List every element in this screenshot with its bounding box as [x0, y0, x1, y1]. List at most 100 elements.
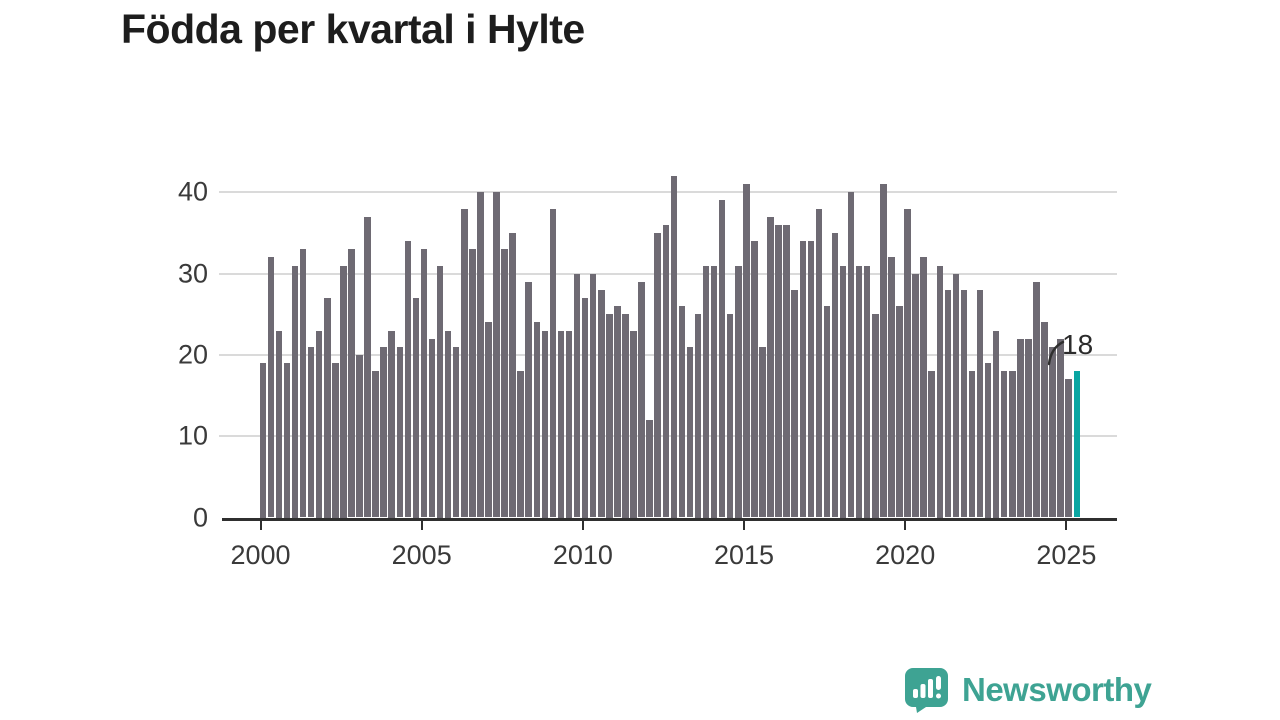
bar [275, 330, 283, 518]
bar [638, 281, 645, 518]
bar [1009, 371, 1016, 518]
bar [646, 419, 653, 518]
bar [356, 354, 363, 518]
y-axis-label-10: 10 [177, 420, 208, 451]
chart-title: Födda per kvartal i Hylte [121, 6, 585, 52]
bar [807, 241, 815, 518]
bar [920, 257, 927, 518]
bar [1073, 371, 1081, 518]
bar [307, 346, 315, 518]
bar [630, 330, 637, 518]
bar [299, 249, 307, 518]
bar [783, 224, 790, 518]
bar [888, 257, 895, 518]
bar [525, 281, 532, 518]
bar [718, 200, 726, 518]
bar [348, 249, 355, 518]
bar [412, 298, 420, 518]
bar [1049, 346, 1056, 518]
bar [1057, 338, 1064, 518]
bar [533, 322, 541, 518]
bar [622, 314, 629, 518]
x-axis-line [222, 517, 1117, 521]
x-axis-label-2005: 2005 [391, 539, 452, 570]
bar [960, 289, 968, 518]
bar [775, 224, 782, 518]
bar [372, 371, 379, 518]
bar [589, 273, 597, 518]
bar [662, 224, 670, 518]
bar [461, 208, 468, 518]
bar [968, 371, 976, 518]
newsworthy-logo-text: Newsworthy [962, 670, 1152, 708]
bar [847, 192, 855, 518]
bar [976, 289, 984, 518]
bar [428, 338, 436, 518]
bar [678, 306, 686, 518]
bar [557, 330, 565, 518]
bar [702, 265, 710, 518]
bar [751, 241, 758, 518]
bar [952, 273, 960, 518]
x-axis-tick-2010 [581, 520, 584, 530]
bar [694, 314, 702, 518]
bar [726, 314, 734, 518]
bar [420, 249, 428, 518]
bar [710, 265, 718, 518]
bar [944, 289, 952, 518]
bar [872, 314, 879, 518]
bar [831, 232, 839, 518]
x-axis-tick-2025 [1065, 520, 1068, 530]
gridline-40 [219, 191, 1117, 194]
bar [863, 265, 871, 518]
bar [614, 306, 621, 518]
bar [267, 257, 275, 518]
bar [936, 265, 944, 518]
newsworthy-logo: Newsworthy [903, 666, 1152, 713]
bar [332, 363, 339, 518]
annotation-pointer-curve [1047, 340, 1065, 366]
bar [469, 249, 476, 518]
bar [767, 216, 774, 518]
x-axis-tick-2015 [743, 520, 745, 530]
bar [880, 184, 887, 518]
bar [396, 346, 404, 518]
bar [912, 273, 919, 518]
y-axis-label-30: 30 [177, 258, 208, 289]
bar [654, 232, 661, 518]
bar [404, 241, 412, 518]
bar [735, 265, 742, 518]
bar [1033, 281, 1040, 518]
bar [364, 216, 371, 518]
newsworthy-logo-icon [905, 668, 948, 713]
bar [1000, 371, 1008, 518]
bar [1041, 322, 1048, 518]
bar [686, 346, 694, 518]
bar [501, 249, 508, 518]
bar [855, 265, 863, 518]
bar [823, 306, 831, 518]
bar [565, 330, 573, 518]
bar [928, 371, 935, 518]
bar [477, 192, 484, 518]
bar [485, 322, 492, 518]
x-axis-tick-2000 [259, 520, 262, 530]
bar [517, 371, 524, 518]
bar [791, 289, 798, 518]
bar [1025, 338, 1032, 518]
bar [509, 232, 516, 518]
y-axis-label-20: 20 [177, 339, 208, 370]
bar [984, 363, 992, 518]
bar [904, 208, 911, 518]
bar [283, 363, 291, 518]
x-axis-label-2010: 2010 [552, 539, 613, 570]
y-axis-label-0: 0 [192, 502, 208, 532]
bar [992, 330, 1000, 518]
bar [259, 363, 267, 518]
bar [380, 346, 387, 518]
bar [581, 298, 589, 518]
bar [743, 184, 750, 518]
x-axis-tick-2020 [904, 520, 907, 530]
bar [549, 208, 557, 518]
bar [815, 208, 823, 518]
